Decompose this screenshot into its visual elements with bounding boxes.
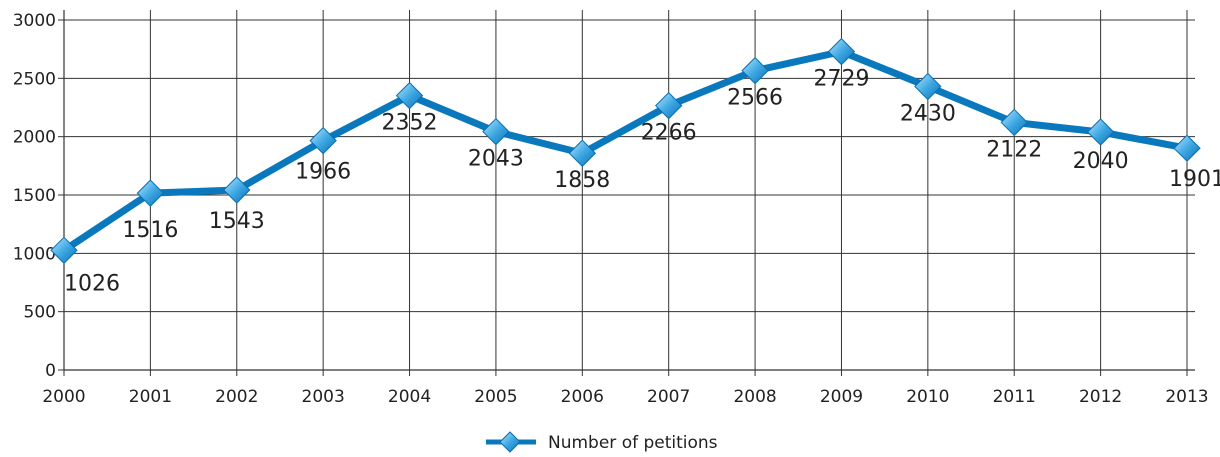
data-labels: 1026 1516 1543 1966 2352 2043 1858 2266 2566 2729… <box>64 67 1220 297</box>
data-point-marker <box>309 126 337 155</box>
data-label: 2352 <box>382 111 438 136</box>
legend-diamond-marker <box>499 431 521 453</box>
data-label: 1026 <box>64 271 120 296</box>
data-point-marker <box>1000 108 1028 137</box>
data-point-marker <box>1173 134 1201 162</box>
axes: 0 500 1000 1500 2000 2500 3000 2000 2001 2002 2003… <box>13 10 1209 407</box>
x-tick-label: 2012 <box>1079 387 1122 407</box>
legend-label: Number of petitions <box>548 433 718 453</box>
y-tick-label: 2500 <box>13 69 56 89</box>
x-tick-label: 2000 <box>42 387 85 407</box>
y-tick-label: 1500 <box>13 186 56 206</box>
data-label: 1901 <box>1169 167 1220 192</box>
data-label: 2040 <box>1073 149 1129 174</box>
data-label: 2430 <box>900 102 956 127</box>
x-tick-label: 2006 <box>561 387 604 407</box>
data-point-marker <box>827 37 856 66</box>
gridlines <box>63 10 1195 376</box>
data-point-marker <box>223 176 251 204</box>
data-label: 2266 <box>641 121 697 146</box>
x-tick-label: 2005 <box>474 387 517 407</box>
y-tick-label: 3000 <box>13 11 56 31</box>
data-point-marker <box>914 72 942 101</box>
x-tick-label: 2011 <box>993 387 1036 407</box>
data-point-marker <box>568 139 597 167</box>
data-point-marker <box>395 81 424 110</box>
data-label: 1543 <box>209 209 265 234</box>
x-tick-label: 2007 <box>647 387 690 407</box>
data-label: 1858 <box>554 168 610 193</box>
y-tick-label: 0 <box>45 361 56 381</box>
data-label: 1516 <box>122 218 178 243</box>
data-point-marker <box>654 91 683 120</box>
x-tick-label: 2002 <box>215 387 258 407</box>
x-tick-label: 2009 <box>820 387 863 407</box>
data-point-marker <box>741 56 769 85</box>
data-point-marker <box>136 179 165 207</box>
x-tick-label: 2008 <box>733 387 776 407</box>
data-label: 2566 <box>727 86 783 111</box>
x-tick-label: 2004 <box>388 387 431 407</box>
data-label: 2043 <box>468 147 524 172</box>
series-line <box>60 48 1191 254</box>
x-tick-label: 2003 <box>302 387 345 407</box>
series-markers <box>50 37 1201 265</box>
data-point-marker <box>1086 118 1115 146</box>
series-line-number-of-petitions <box>60 48 1191 254</box>
data-point-marker <box>50 236 78 265</box>
y-tick-label: 500 <box>24 303 56 323</box>
x-tick-label: 2013 <box>1165 387 1208 407</box>
x-tick-label: 2001 <box>129 387 172 407</box>
y-tick-label: 2000 <box>13 128 56 148</box>
data-label: 1966 <box>295 160 351 185</box>
y-tick-label: 1000 <box>13 244 56 264</box>
data-label: 2122 <box>986 137 1042 162</box>
x-tick-label: 2010 <box>906 387 949 407</box>
data-label: 2729 <box>813 67 869 92</box>
legend: Number of petitions <box>486 431 718 453</box>
data-point-marker <box>482 117 510 146</box>
